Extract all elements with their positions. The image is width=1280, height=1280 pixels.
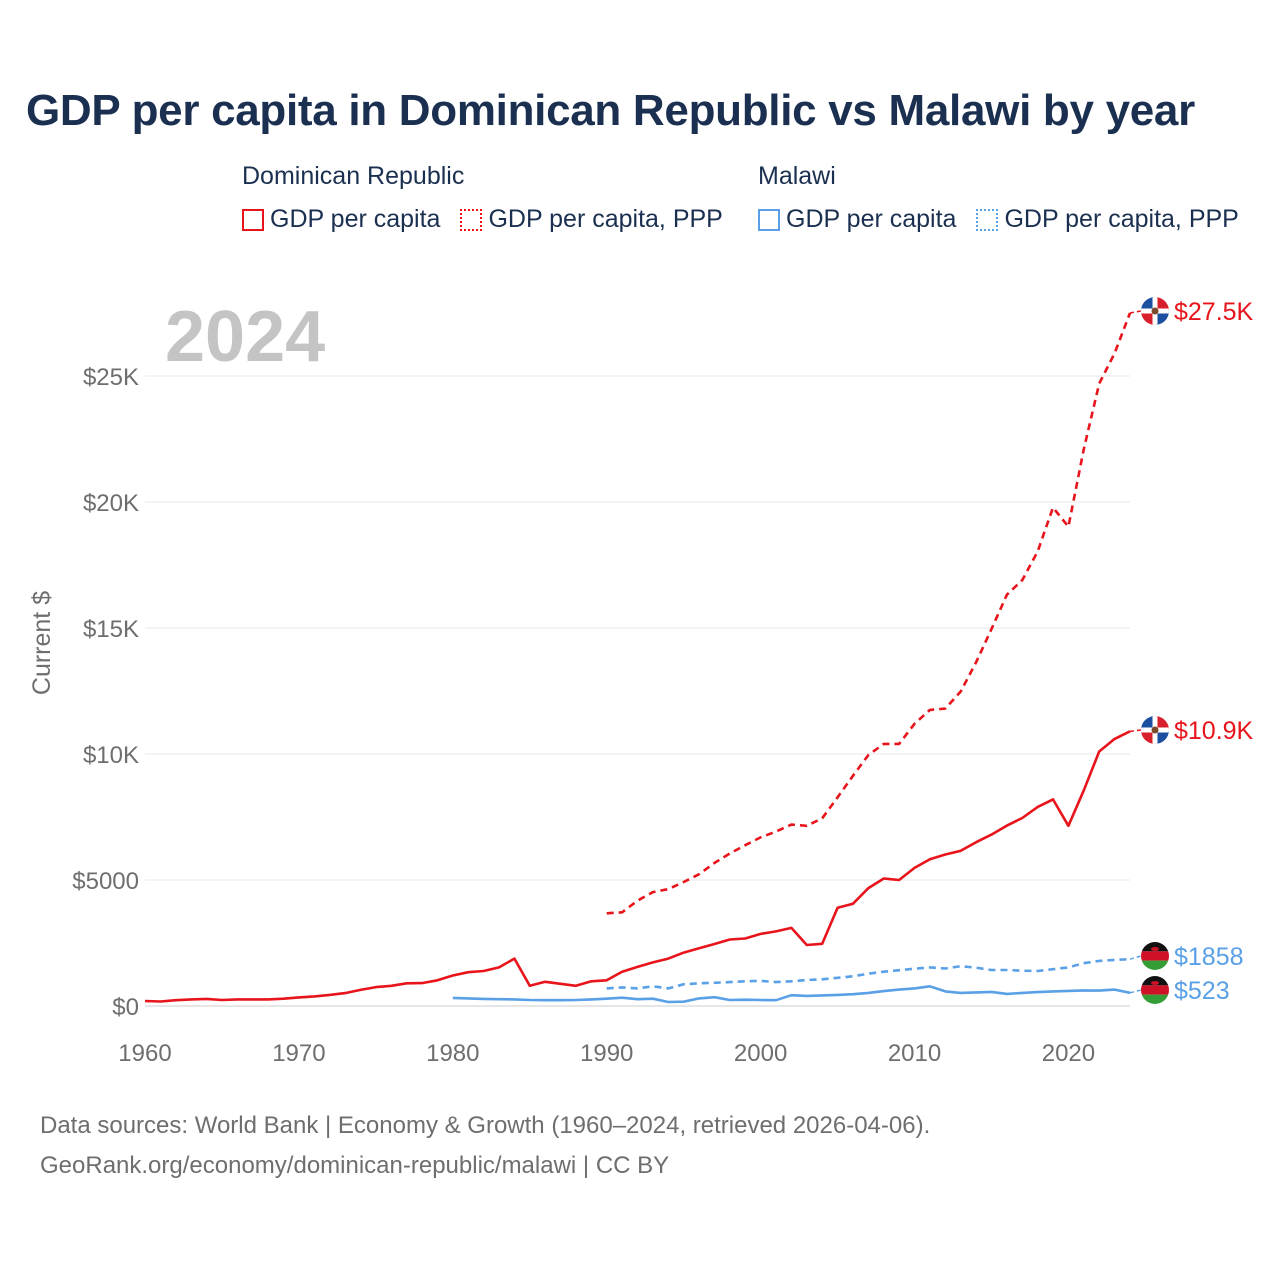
end-connector [1129,310,1142,314]
x-tick-label: 1970 [272,1040,325,1067]
dominican-republic-flag-icon [1141,297,1169,325]
malawi-flag-icon [1141,942,1169,970]
series-line-1 [606,312,1132,915]
legend-swatch-solid-icon [758,208,780,231]
x-tick-label: 1960 [118,1040,171,1067]
legend-country-malawi: Malawi [758,162,836,190]
end-value-label: $523 [1174,977,1230,1005]
legend-swatch-dotted-icon [976,208,999,231]
legend-label: GDP per capita, PPP [1004,205,1239,233]
legend-group-dominican-republic: Dominican Republic GDP per capita GDP pe… [242,162,723,234]
y-tick-label: $10K [83,742,139,769]
legend-label: GDP per capita [270,205,441,233]
malawi-flag-icon [1141,976,1169,1004]
y-tick-label: $25K [83,364,139,391]
footer-sources: Data sources: World Bank | Economy & Gro… [40,1112,931,1139]
x-tick-label: 2020 [1042,1040,1095,1067]
y-tick-label: $5000 [72,868,139,895]
footer-attribution[interactable]: GeoRank.org/economy/dominican-republic/m… [40,1152,670,1179]
x-tick-label: 2010 [888,1040,941,1067]
x-tick-label: 1990 [580,1040,633,1067]
series-line-0 [144,730,1131,1003]
legend-item-mw-gdp-ppp[interactable]: GDP per capita, PPP [976,205,1239,234]
legend-label: GDP per capita [786,205,957,233]
x-tick-label: 1980 [426,1040,479,1067]
end-value-label: $10.9K [1174,717,1254,745]
end-connector [1129,989,1142,994]
end-value-label: $1858 [1174,943,1244,971]
dominican-republic-flag-icon [1141,716,1169,744]
legend-item-dr-gdp[interactable]: GDP per capita [242,205,440,234]
series-line-3 [606,957,1131,990]
legend-country-dominican-republic: Dominican Republic [242,162,465,190]
legend-swatch-solid-icon [242,208,264,231]
footer: Data sources: World Bank | Economy & Gro… [40,1106,930,1186]
end-value-label: $27.5K [1174,298,1254,326]
legend-item-dr-gdp-ppp[interactable]: GDP per capita, PPP [460,205,723,234]
y-tick-label: $15K [83,616,139,643]
y-tick-label: $20K [83,490,139,517]
legend-swatch-dotted-icon [460,208,483,231]
x-tick-label: 2000 [734,1040,787,1067]
chart-title: GDP per capita in Dominican Republic vs … [26,86,1195,135]
end-connector [1129,729,1142,733]
end-connector [1129,955,1142,960]
y-tick-label: $0 [112,994,139,1021]
series-line-2 [452,984,1131,1004]
legend-group-malawi: Malawi GDP per capita GDP per capita, PP… [758,162,1239,234]
y-axis-label: Current $ [28,591,56,695]
year-watermark: 2024 [165,297,326,377]
legend-item-mw-gdp[interactable]: GDP per capita [758,205,956,234]
legend-label: GDP per capita, PPP [488,205,723,233]
